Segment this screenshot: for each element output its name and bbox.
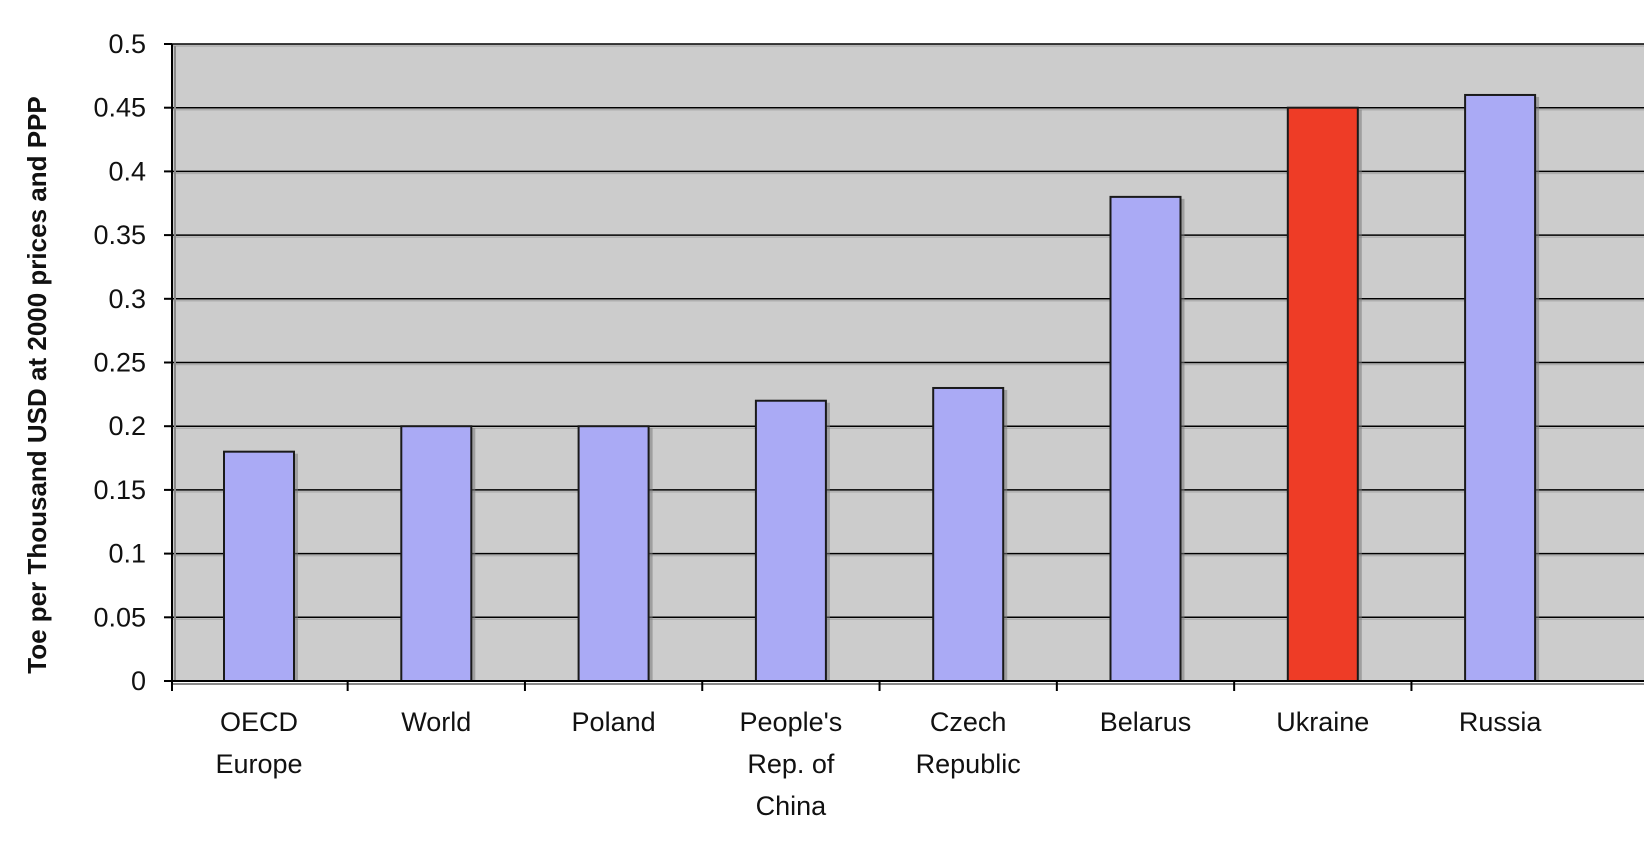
x-category-label: World (401, 707, 471, 737)
bar (1286, 106, 1359, 682)
bar (1464, 93, 1537, 682)
y-tick-label: 0.1 (108, 539, 146, 569)
x-category-label-line: Poland (572, 707, 656, 737)
x-category-label: OECD Europe (215, 707, 302, 779)
bars (223, 93, 1540, 683)
y-axis-label: Toe per Thousand USD at 2000 prices and … (22, 96, 52, 673)
bar (577, 425, 650, 683)
bar (932, 386, 1005, 682)
bar (1109, 195, 1182, 682)
x-category-label: Ukraine (1276, 707, 1369, 737)
bar (223, 450, 295, 682)
y-tick-label: 0.25 (93, 348, 146, 378)
y-tick-label: 0.4 (108, 156, 146, 186)
x-category-label-line: Rep. of (747, 749, 835, 779)
x-category-label: Poland (572, 707, 656, 737)
x-category-label: Russia (1459, 707, 1543, 737)
x-category-label: Czech Republic (916, 707, 1021, 779)
x-category-label-line: Russia (1459, 707, 1543, 737)
y-tick-label: 0.45 (93, 93, 146, 123)
x-category-label-line: Czech (930, 707, 1007, 737)
x-category-label-line: Ukraine (1276, 707, 1369, 737)
x-category-label: People's Rep. of China (740, 707, 843, 821)
y-tick-labels: 0 0.05 0.1 0.15 0.2 0.25 0.3 0.35 0.4 0.45 0.5 (93, 29, 172, 696)
x-category-label-line: Republic (916, 749, 1021, 779)
x-category-label-line: Belarus (1100, 707, 1192, 737)
x-category-label: Belarus (1100, 707, 1192, 737)
x-category-label-line: China (756, 791, 828, 821)
y-tick-label: 0.35 (93, 220, 146, 250)
y-tick-label: 0.3 (108, 284, 146, 314)
y-tick-label: 0.5 (108, 29, 146, 59)
bar (754, 399, 827, 682)
y-tick-label: 0 (131, 666, 146, 696)
x-category-label-line: People's (740, 707, 843, 737)
y-tick-label: 0.05 (93, 602, 146, 632)
x-category-label-line: World (401, 707, 471, 737)
bar (400, 425, 473, 683)
y-tick-label: 0.2 (108, 411, 146, 441)
x-category-label-line: Europe (215, 749, 302, 779)
x-category-label-line: OECD (220, 707, 298, 737)
x-category-labels: OECD Europe World Poland People's Rep. of Chin… (215, 707, 1542, 821)
y-tick-label: 0.15 (93, 475, 146, 505)
